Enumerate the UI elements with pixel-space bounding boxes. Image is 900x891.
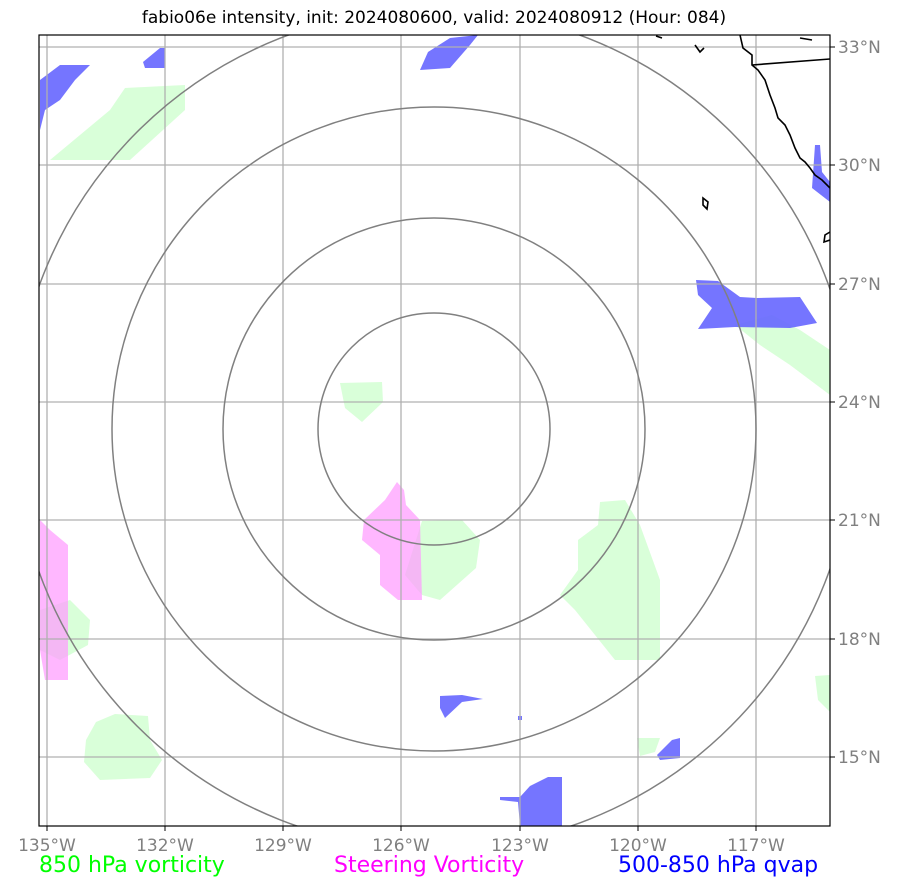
range-ring	[111, 106, 757, 752]
lat-tick-label: 18°N	[838, 630, 881, 650]
steering-vorticity-region	[40, 520, 68, 680]
qvap-region	[143, 48, 165, 68]
qvap-region	[420, 35, 478, 70]
qvap-region	[500, 777, 562, 826]
lon-tick-label: 129°W	[254, 836, 312, 856]
lat-tick-label: 30°N	[838, 156, 881, 176]
lat-tick-label: 24°N	[838, 393, 881, 413]
plot-frame	[38, 34, 831, 827]
graticule	[39, 35, 830, 826]
vorticity-850-region	[815, 675, 830, 712]
lon-tick-label: 117°W	[727, 836, 785, 856]
coastline-segment	[823, 231, 830, 244]
vorticity-850-region	[50, 85, 185, 160]
coastline-segment	[694, 44, 705, 54]
island	[702, 196, 709, 211]
lon-tick-label: 126°W	[372, 836, 430, 856]
coastline-segment	[799, 37, 813, 41]
steering-vorticity-region	[362, 482, 422, 600]
coastline	[655, 35, 830, 244]
y-axis	[830, 46, 835, 758]
legend-steering-vorticity: Steering Vorticity	[334, 853, 525, 878]
vorticity-850-region	[405, 520, 480, 600]
legend-qvap: 500-850 hPa qvap	[618, 853, 819, 878]
lat-tick-label: 21°N	[838, 511, 881, 531]
vorticity-850-region	[560, 500, 660, 660]
qvap-region	[440, 695, 483, 718]
lon-tick-label: 123°W	[491, 836, 549, 856]
lat-tick-label: 15°N	[838, 748, 881, 768]
map-title: fabio06e intensity, init: 2024080600, va…	[141, 8, 727, 28]
lat-tick-label: 33°N	[838, 38, 881, 58]
lat-tick-label: 27°N	[838, 275, 881, 295]
vorticity-850-region	[637, 738, 660, 756]
lon-tick-label: 135°W	[18, 836, 76, 856]
coastline-segment	[655, 35, 663, 39]
lon-tick-label: 120°W	[609, 836, 667, 856]
lon-tick-label: 132°W	[136, 836, 194, 856]
baja-coastline	[739, 35, 830, 189]
range-rings	[39, 35, 830, 826]
vorticity-850-region	[735, 315, 830, 395]
qvap-region	[657, 738, 680, 760]
plot-area	[39, 35, 830, 826]
x-axis	[46, 826, 757, 831]
coastline-segment	[751, 58, 830, 66]
range-ring	[222, 217, 646, 641]
qvap-region	[40, 65, 90, 130]
range-ring	[317, 312, 551, 546]
qvap-region	[812, 145, 830, 202]
legend-850-vorticity: 850 hPa vorticity	[39, 853, 225, 878]
